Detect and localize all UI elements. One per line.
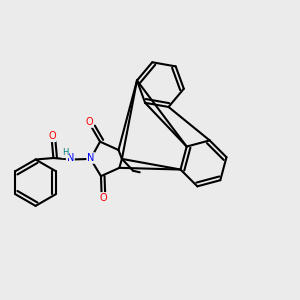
Text: O: O	[99, 193, 107, 203]
Text: O: O	[85, 117, 93, 127]
Text: N: N	[67, 153, 74, 163]
Text: O: O	[48, 131, 56, 141]
Text: N: N	[87, 153, 94, 163]
Text: H: H	[62, 148, 68, 158]
